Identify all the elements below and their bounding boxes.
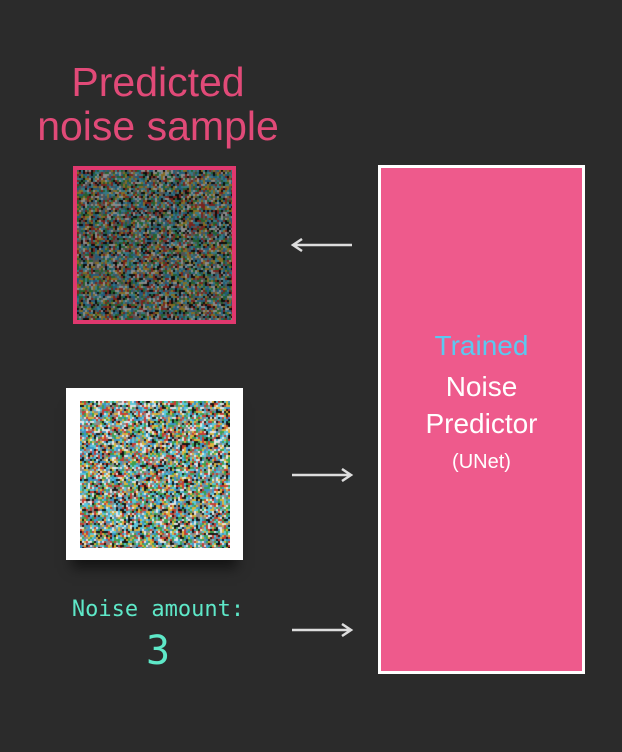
arrow-left-icon — [290, 238, 354, 252]
predictor-noise-label: Noise — [381, 371, 582, 403]
predictor-unet-label: (UNet) — [381, 451, 582, 474]
title-line-1: Predicted — [0, 60, 316, 104]
arrow-right-icon — [290, 623, 354, 637]
title-line-2: noise sample — [0, 104, 316, 148]
predicted-noise-image — [73, 166, 236, 324]
noise-predictor-unet: Trained Noise Predictor (UNet) — [378, 165, 585, 674]
noise-amount-label: Noise amount: — [0, 597, 316, 622]
arrow-right-icon — [290, 468, 354, 482]
predictor-trained-label: Trained — [381, 330, 582, 362]
noisy-input-image — [66, 388, 243, 560]
noise-amount-value: 3 — [0, 628, 316, 674]
predictor-predictor-label: Predictor — [381, 408, 582, 440]
